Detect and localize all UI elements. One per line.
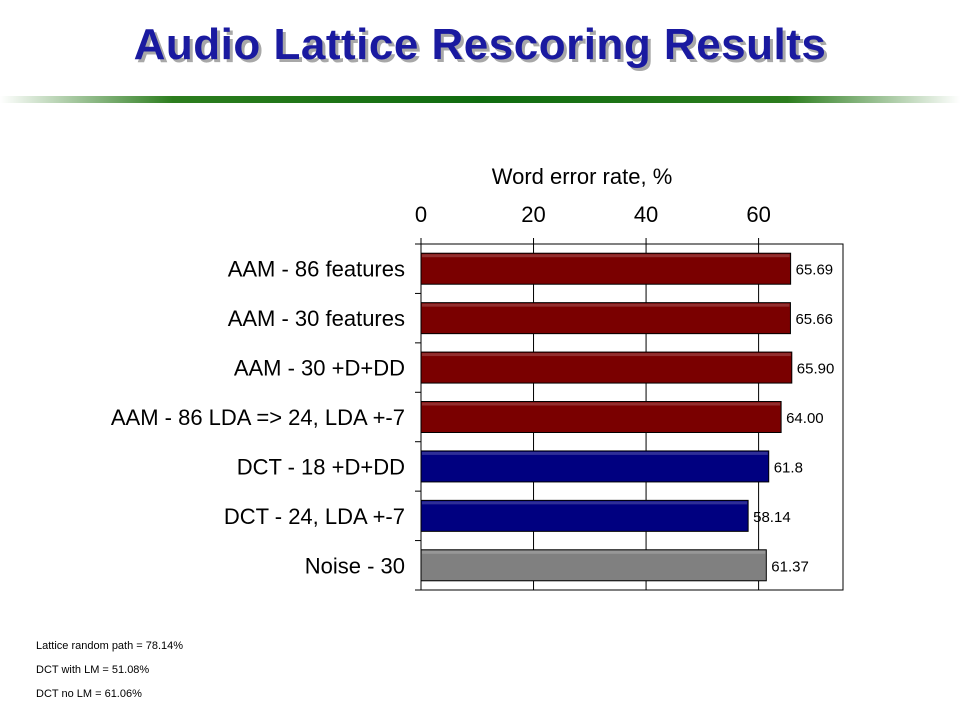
bar [420, 401, 782, 433]
category-label: AAM - 86 LDA => 24, LDA +-7 [111, 405, 405, 430]
bar-highlight [422, 303, 790, 307]
data-label: 61.37 [771, 558, 809, 575]
x-tick-label: 60 [746, 202, 770, 227]
bar [420, 450, 770, 483]
data-label: 65.66 [795, 311, 833, 328]
data-label: 64.00 [786, 410, 824, 427]
data-label: 58.14 [753, 509, 791, 526]
bar [420, 302, 791, 335]
category-label: AAM - 30 +D+DD [234, 356, 405, 381]
category-label: DCT - 18 +D+DD [237, 454, 405, 479]
slide-title: Audio Lattice Rescoring Results [133, 20, 827, 69]
bar [420, 549, 767, 582]
x-tick-label: 20 [521, 202, 545, 227]
category-label: AAM - 30 features [228, 306, 405, 331]
note-dct-with-lm: DCT with LM = 51.08% [36, 664, 150, 676]
bar [420, 499, 749, 532]
note-lattice-random: Lattice random path = 78.14% [36, 640, 184, 652]
title-divider [0, 96, 960, 103]
x-tick-label: 0 [415, 202, 427, 227]
x-axis-title: Word error rate, % [492, 164, 673, 189]
category-label: AAM - 86 features [228, 257, 405, 282]
note-dct-no-lm: DCT no LM = 61.06% [36, 688, 142, 700]
bar-highlight [422, 353, 791, 357]
bar-highlight [422, 254, 790, 258]
bar [420, 351, 793, 384]
x-tick-label: 40 [634, 202, 658, 227]
category-label: DCT - 24, LDA +-7 [224, 504, 405, 529]
bar-highlight [422, 402, 781, 406]
data-label: 61.8 [774, 459, 803, 476]
bar-highlight [422, 550, 766, 554]
bar-highlight [422, 501, 748, 505]
category-label: Noise - 30 [305, 553, 405, 578]
data-label: 65.90 [797, 361, 835, 378]
bar [420, 252, 792, 285]
data-label: 65.69 [796, 262, 834, 279]
bar-highlight [422, 451, 768, 455]
